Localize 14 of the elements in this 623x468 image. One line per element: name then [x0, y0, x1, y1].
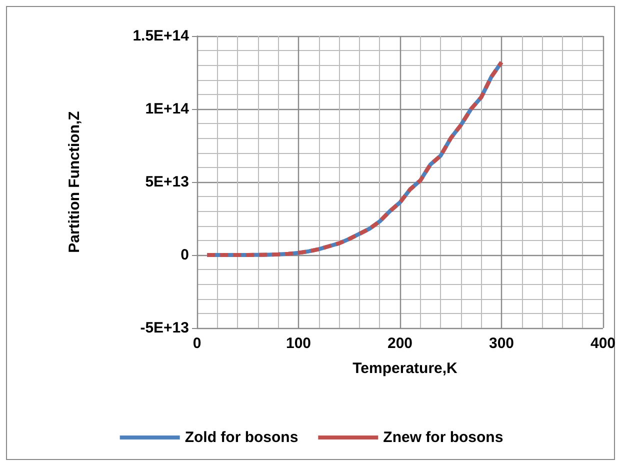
x-tick-label: 400	[590, 335, 616, 352]
y-tick-label: 0	[180, 246, 189, 264]
legend-label: Zold for bosons	[184, 429, 298, 446]
x-axis-title: Temperature,K	[352, 360, 458, 377]
x-tick-label: 200	[387, 335, 413, 352]
legend-label: Znew for bosons	[383, 429, 504, 446]
x-tick-label: 300	[488, 335, 514, 352]
x-tick-label: 100	[286, 335, 312, 352]
y-axis-title: Partition Function,Z	[66, 111, 83, 253]
y-tick-label: 1.5E+14	[132, 28, 190, 44]
y-tick-label: 5E+13	[145, 174, 189, 190]
x-tick-label: 0	[192, 335, 202, 352]
y-tick-label: 1E+14	[145, 100, 190, 118]
y-tick-label: -5E+13	[140, 320, 189, 336]
